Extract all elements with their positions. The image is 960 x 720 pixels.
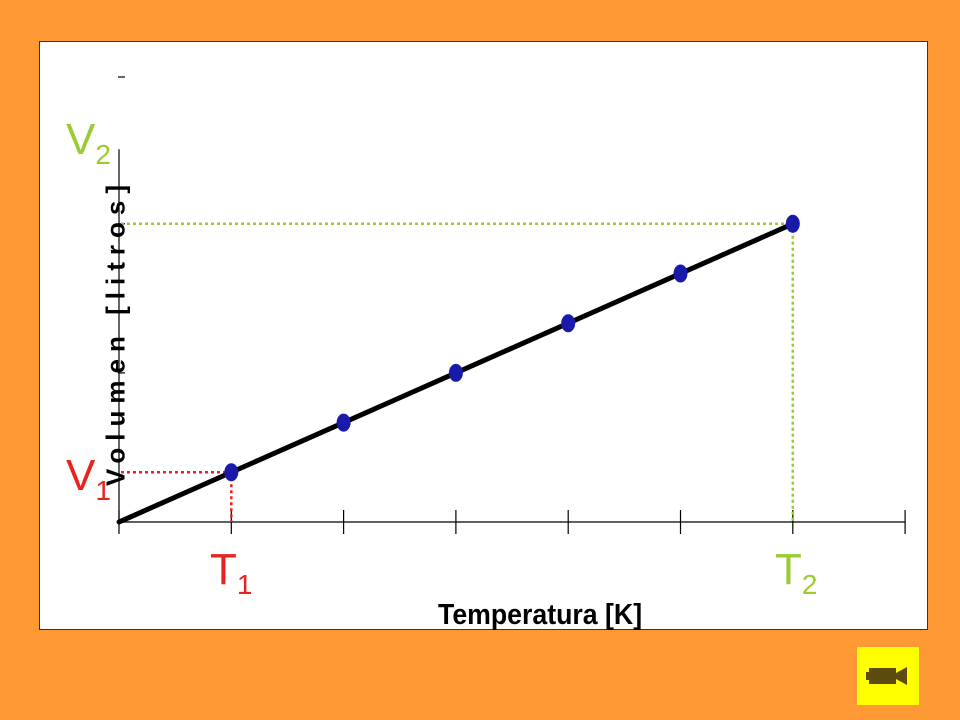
chart-panel: Temperatura [K] Volumen [litros] V2 V1 T… xyxy=(39,41,928,631)
t2-label-base: T xyxy=(775,545,802,594)
t1-label-sub: 1 xyxy=(236,569,253,600)
data-point xyxy=(224,463,239,482)
data-point xyxy=(448,363,463,382)
y-axis-title: Volumen [litros] xyxy=(100,178,131,486)
data-point xyxy=(673,264,688,283)
chart-plot xyxy=(116,76,906,534)
t1-label-base: T xyxy=(210,545,237,594)
v1-label: V1 xyxy=(66,451,111,505)
t2-label-sub: 2 xyxy=(801,569,818,600)
t1-label: T1 xyxy=(210,545,252,599)
data-point xyxy=(785,214,800,233)
v2-label-sub: 2 xyxy=(95,139,111,170)
v2-label-base: V xyxy=(66,115,96,164)
v2-label: V2 xyxy=(66,115,111,169)
data-point xyxy=(561,314,576,333)
video-camera-icon xyxy=(866,667,907,685)
v1-label-sub: 1 xyxy=(95,475,111,506)
v1-label-base: V xyxy=(66,451,96,500)
x-axis-title: Temperatura [K] xyxy=(438,599,643,631)
data-point xyxy=(336,413,351,432)
t2-label: T2 xyxy=(775,545,817,599)
video-button[interactable] xyxy=(857,647,919,705)
